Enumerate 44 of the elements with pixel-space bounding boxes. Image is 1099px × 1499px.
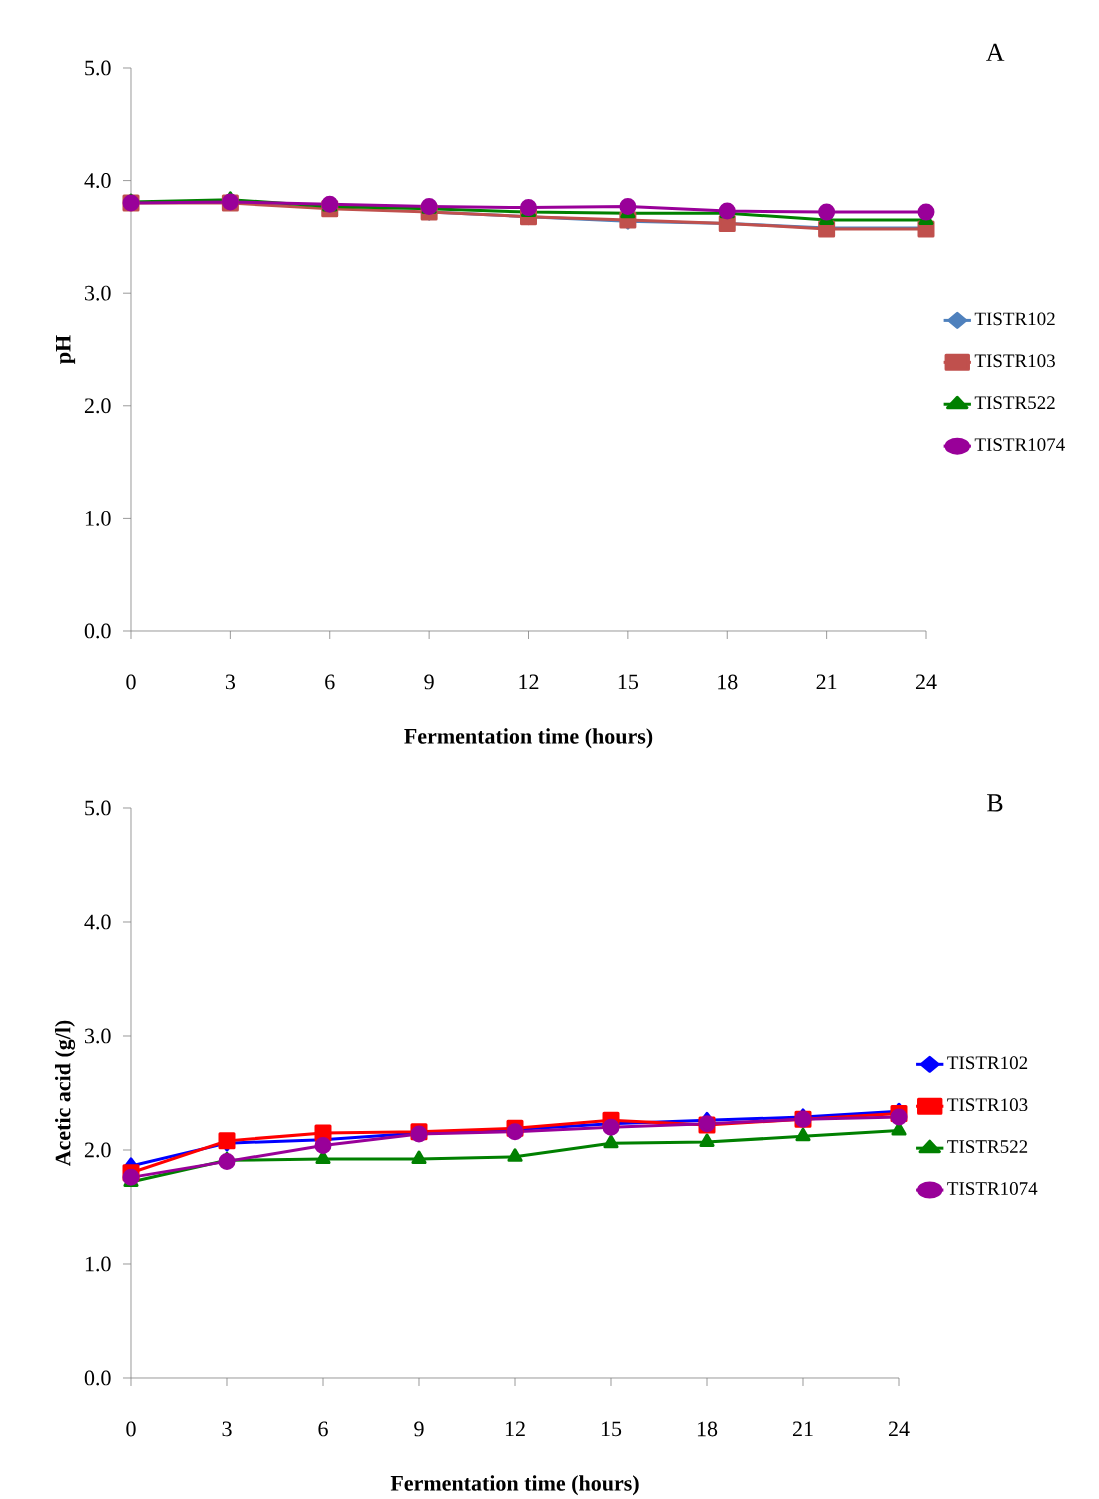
y-tick-label: 4.0 xyxy=(84,914,111,930)
x-tick-label: 24 xyxy=(888,1421,910,1437)
legend-label: TISTR1074 xyxy=(974,438,1065,451)
legend-label: TISTR522 xyxy=(947,1140,1028,1153)
x-tick-label: 18 xyxy=(718,674,738,690)
y-tick-label: 2.0 xyxy=(84,1142,111,1158)
y-tick-label: 1.0 xyxy=(85,1256,111,1272)
x-tick-label: 3 xyxy=(222,1421,232,1437)
y-tick-label: 0.0 xyxy=(84,623,111,639)
text: A xyxy=(986,43,1005,61)
legend-label: TISTR103 xyxy=(947,1098,1028,1112)
y-tick-label: 3.0 xyxy=(85,285,111,301)
y-tick-label: 3.0 xyxy=(85,1028,111,1044)
x-axis-title: Fermentation time (hours) xyxy=(404,728,653,749)
x-tick-label: 9 xyxy=(424,674,434,690)
x-tick-label: 12 xyxy=(505,1421,525,1437)
x-tick-label: 6 xyxy=(318,1421,328,1437)
x-tick-label: 3 xyxy=(225,674,236,690)
x-tick-label: 9 xyxy=(414,1421,424,1437)
y-tick-label: 0.0 xyxy=(84,1370,111,1386)
y-tick-label: 2.0 xyxy=(84,398,111,414)
legend-label: TISTR103 xyxy=(974,354,1055,368)
y-axis-title: Acetic acid (g/l) xyxy=(54,1020,76,1167)
y-tick-label: 4.0 xyxy=(84,173,111,189)
x-tick-label: 15 xyxy=(601,1421,622,1437)
x-axis-title: Fermentation time (hours) xyxy=(390,1475,639,1496)
legend-label: TISTR522 xyxy=(974,396,1055,410)
x-tick-label: 21 xyxy=(816,674,837,690)
legend-label: TISTR102 xyxy=(947,1056,1028,1070)
x-tick-label: 0 xyxy=(126,674,136,690)
x-tick-label: 0 xyxy=(126,1421,136,1437)
text: B xyxy=(987,794,1003,812)
y-tick-label: 1.0 xyxy=(85,510,111,526)
x-tick-label: 15 xyxy=(618,674,639,690)
x-tick-label: 24 xyxy=(915,674,937,690)
x-tick-label: 6 xyxy=(325,674,335,690)
x-tick-label: 21 xyxy=(792,1421,813,1437)
legend-label: TISTR102 xyxy=(974,312,1055,326)
y-tick-label: 5.0 xyxy=(85,60,111,76)
y-axis-title: pH xyxy=(56,335,76,364)
x-tick-label: 18 xyxy=(697,1421,718,1437)
legend-label: TISTR1074 xyxy=(947,1182,1038,1195)
y-tick-label: 5.0 xyxy=(85,800,111,816)
x-tick-label: 12 xyxy=(519,674,539,690)
